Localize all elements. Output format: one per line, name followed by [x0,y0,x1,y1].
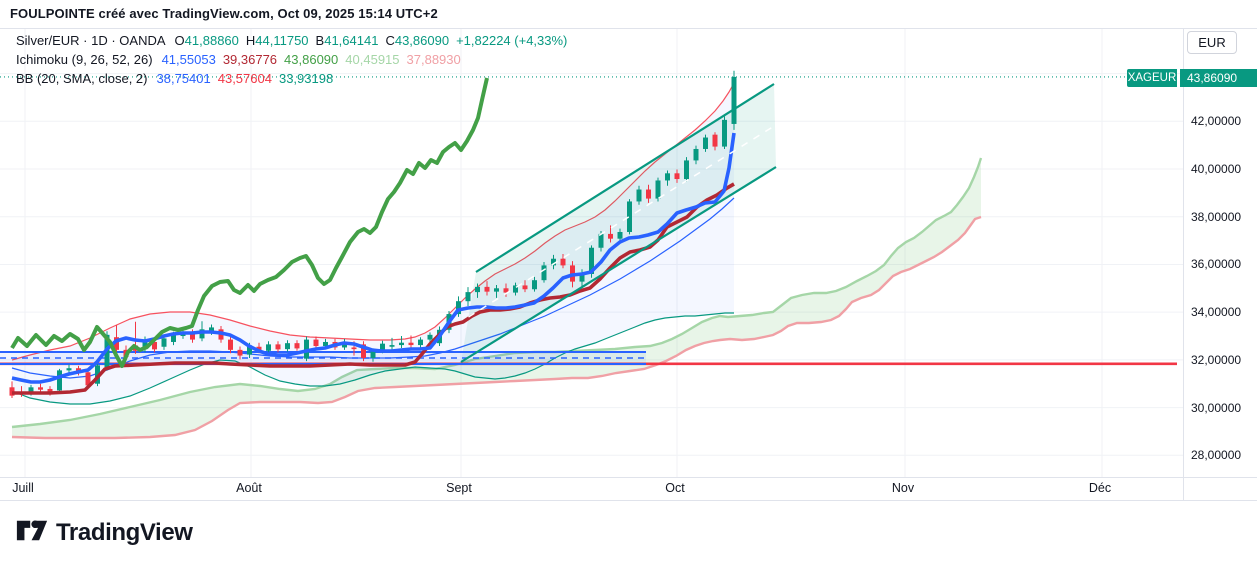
legend-value: 41,88860 [184,33,239,48]
legend-value: 40,45915 [345,52,400,67]
bb-basis-line [11,197,735,379]
chikou-line [10,77,489,368]
watermark-text: FOULPOINTE créé avec TradingView.com, Oc… [10,6,438,21]
legend-value: 43,57604 [217,71,272,86]
legend-symbol-row[interactable]: Silver/EUR · 1D · OANDA O41,88860 H44,1175… [16,31,574,50]
price-label: 42,00000 [1191,114,1242,129]
currency-button[interactable]: EUR [1187,31,1237,54]
tradingview-logo[interactable]: TradingView [16,517,193,549]
legend-title: Silver/EUR · 1D · OANDA [16,33,166,48]
last-price-value-badge: 43,86090 [1180,69,1257,87]
price-label: 34,00000 [1191,305,1242,320]
legend-value: 41,55053 [161,52,216,67]
price-label: 32,00000 [1191,352,1242,367]
indicator-legend: Silver/EUR · 1D · OANDA O41,88860 H44,1175… [16,31,574,88]
legend-value-key: C [385,33,395,48]
tenkan-line [11,132,736,384]
legend-value: 43,86090 [394,33,450,48]
parallel-channel-lines [460,83,777,363]
tradingview-logo-text: TradingView [56,519,193,546]
price-label: 40,00000 [1191,162,1242,176]
time-label-oct: Oct [665,481,685,495]
price-label: 28,00000 [1191,448,1242,463]
legend-value: 43,86090 [284,52,339,67]
time-label-déc: Déc [1088,481,1112,495]
legend-value: 44,11750 [255,33,309,48]
legend-bb-row[interactable]: BB (20, SMA, close, 2) 38,75401 43,57604 33… [16,69,574,88]
senkou-a-line [11,157,983,429]
time-label-août: Août [236,481,262,495]
legend-value: 39,36776 [222,52,278,67]
legend-ichimoku-row[interactable]: Ichimoku (9, 26, 52, 26) 41,55053 39,36776… [16,50,574,69]
legend-value: 37,88930 [406,52,461,67]
time-label-juill: Juill [12,481,34,495]
ichimoku-cloud [11,157,983,440]
legend-value: +1,82224 (+4,33%) [456,33,568,48]
price-label: 36,00000 [1191,257,1242,272]
price-label: 38,00000 [1191,209,1242,224]
time-label-sept: Sept [446,481,472,495]
legend-title: Ichimoku (9, 26, 52, 26) [16,52,153,67]
legend-value: 38,75401 [156,71,211,86]
senkou-b-line [11,215,982,440]
legend-title: BB (20, SMA, close, 2) [16,71,148,86]
tradingview-logo-icon [16,517,48,549]
price-label: 30,00000 [1191,400,1242,415]
pane-borders [0,28,1257,501]
last-price-symbol-badge: XAGEUR [1127,69,1177,87]
time-label-nov: Nov [891,481,915,495]
legend-value-key: O [174,33,185,48]
legend-value: 41,64141 [324,33,379,48]
legend-value-key: B [315,33,325,48]
legend-value: 33,93198 [278,71,334,86]
bb-lower-line [11,312,734,405]
legend-value-key: H [245,33,256,48]
